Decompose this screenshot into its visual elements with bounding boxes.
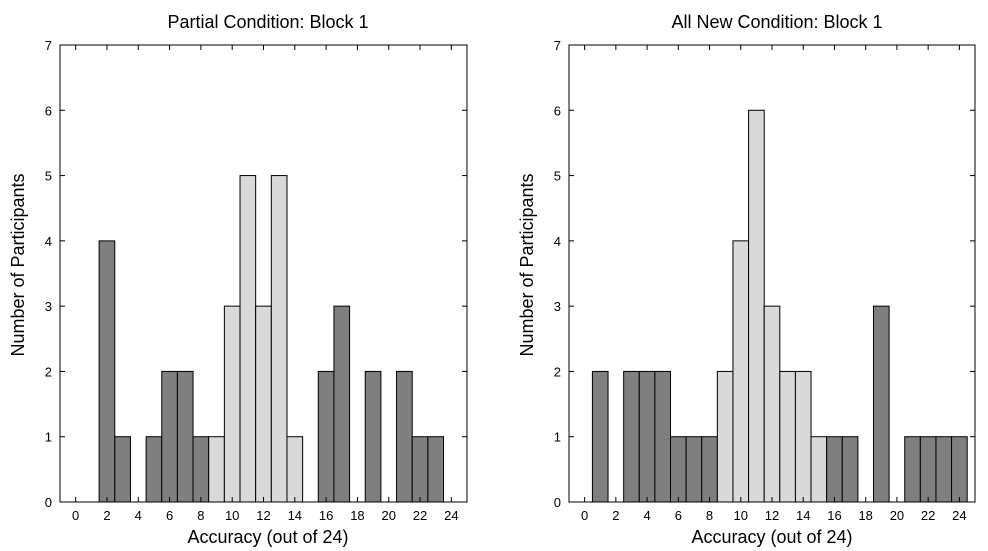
histogram-bar <box>161 370 178 503</box>
histogram-bar <box>670 436 687 503</box>
x-tick-label: 14 <box>796 508 810 523</box>
x-tick-label: 6 <box>166 508 173 523</box>
histogram-bar <box>255 305 272 503</box>
histogram-bar <box>716 370 734 503</box>
x-tick-label: 4 <box>643 508 650 523</box>
histogram-bar <box>919 436 937 503</box>
y-tick-label: 3 <box>45 299 52 314</box>
x-tick-label: 24 <box>952 508 966 523</box>
panel-partial-condition: Partial Condition: Block 1 Number of Par… <box>8 12 468 547</box>
histogram-bar <box>364 370 382 503</box>
y-tick-label: 3 <box>554 299 561 314</box>
histogram-bar <box>623 370 640 503</box>
histogram-bar <box>935 436 953 503</box>
x-tick-label: 6 <box>675 508 682 523</box>
x-tick-label: 16 <box>319 508 333 523</box>
histogram-bar <box>396 370 413 503</box>
x-tick-label: 8 <box>706 508 713 523</box>
y-tick-label: 1 <box>45 430 52 445</box>
x-tick-label: 18 <box>858 508 872 523</box>
histogram-bar <box>239 175 257 503</box>
x-axis-label: Accuracy (out of 24) <box>691 527 852 547</box>
histogram-bar <box>145 436 163 503</box>
histogram-bar <box>270 175 288 503</box>
histogram-bar <box>873 305 890 503</box>
panel-all-new-condition: All New Condition: Block 1 Number of Par… <box>517 12 976 547</box>
histogram-bar <box>826 436 843 503</box>
chart-title: All New Condition: Block 1 <box>671 12 882 32</box>
histogram-bar <box>286 436 304 503</box>
x-tick-label: 10 <box>734 508 748 523</box>
x-tick-label: 8 <box>197 508 204 523</box>
x-tick-label: 10 <box>225 508 239 523</box>
y-tick-label: 7 <box>45 38 52 53</box>
x-tick-label: 22 <box>413 508 427 523</box>
x-tick-label: 4 <box>135 508 142 523</box>
histogram-bar <box>763 305 781 503</box>
histogram-bar <box>654 370 672 503</box>
y-tick-label: 2 <box>554 364 561 379</box>
y-tick-label: 0 <box>45 495 52 510</box>
histogram-bar <box>951 436 968 503</box>
y-tick-label: 0 <box>554 495 561 510</box>
histogram-bar <box>114 436 131 503</box>
y-tick-label: 4 <box>45 234 52 249</box>
x-tick-label: 14 <box>288 508 302 523</box>
histogram-bar <box>779 370 796 503</box>
histogram-bar <box>841 436 859 503</box>
histogram-bar <box>810 436 828 503</box>
histogram-bar <box>794 370 812 503</box>
x-tick-label: 18 <box>350 508 364 523</box>
x-tick-label: 24 <box>444 508 458 523</box>
x-tick-label: 16 <box>827 508 841 523</box>
y-tick-label: 4 <box>554 234 561 249</box>
histogram-bar <box>98 240 116 503</box>
histogram-bar <box>748 109 765 503</box>
x-tick-label: 0 <box>581 508 588 523</box>
y-axis-label: Number of Participants <box>517 173 537 356</box>
x-tick-label: 2 <box>103 508 110 523</box>
x-tick-label: 0 <box>72 508 79 523</box>
y-axis-label: Number of Participants <box>8 173 28 356</box>
histogram-bar <box>638 370 656 503</box>
histogram-bar <box>427 436 445 503</box>
x-tick-label: 12 <box>256 508 270 523</box>
histogram-bar <box>223 305 241 503</box>
y-tick-label: 2 <box>45 364 52 379</box>
x-tick-label: 20 <box>890 508 904 523</box>
histogram-bar <box>685 436 703 503</box>
histogram-bar <box>192 436 210 503</box>
y-tick-label: 5 <box>554 169 561 184</box>
y-tick-label: 6 <box>554 103 561 118</box>
histogram-bar <box>411 436 429 503</box>
histogram-bar <box>591 370 609 503</box>
x-tick-label: 20 <box>381 508 395 523</box>
histogram-bar <box>176 370 194 503</box>
histogram-bar <box>317 370 335 503</box>
x-tick-label: 12 <box>765 508 779 523</box>
y-tick-label: 1 <box>554 430 561 445</box>
x-tick-label: 22 <box>921 508 935 523</box>
histogram-bar <box>701 436 718 503</box>
histogram-bar <box>208 436 225 503</box>
y-tick-label: 6 <box>45 103 52 118</box>
y-tick-label: 5 <box>45 169 52 184</box>
chart-title: Partial Condition: Block 1 <box>167 12 368 32</box>
x-axis-label: Accuracy (out of 24) <box>187 527 348 547</box>
x-tick-label: 2 <box>612 508 619 523</box>
y-tick-label: 7 <box>554 38 561 53</box>
histogram-bar <box>904 436 921 503</box>
histogram-bar <box>333 305 351 503</box>
histogram-bar <box>732 240 750 503</box>
